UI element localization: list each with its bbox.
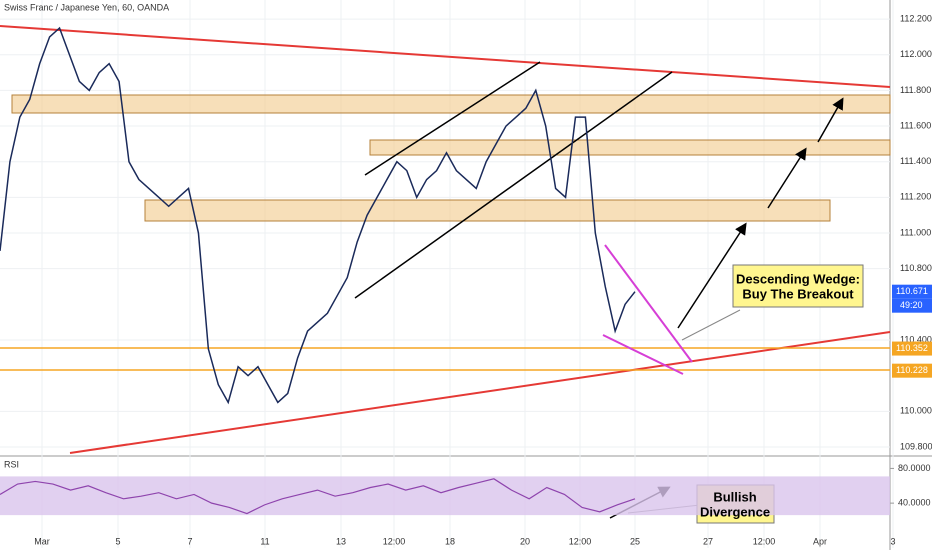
price-label-bg [892,284,932,299]
channel-line [364,61,541,176]
callout [732,264,864,308]
price-label-bg [892,363,932,378]
callout-pointer [681,309,741,341]
y-tick-label: 112.000 [900,49,932,59]
y-tick-label: 111.200 [900,192,931,202]
price-label: 110.228 [896,365,928,375]
price-label: 110.671 [896,286,928,296]
x-tick-label: 12:00 [569,536,592,546]
y-tick-label: 111.400 [900,156,931,166]
price-line [0,26,636,405]
annotation: Descending Wedge: [736,271,860,286]
channel-line [354,71,673,299]
x-tick-label: 3 [890,536,895,546]
x-tick-label: 18 [445,536,455,546]
chart-title: Swiss Franc / Japanese Yen, 60, OANDA [4,2,169,12]
y-tick-label: 111.800 [900,85,931,95]
x-tick-label: 11 [260,536,269,546]
price-label: 110.352 [896,343,928,353]
rsi-tick-label: 80.0000 [898,463,931,473]
x-tick-label: 7 [187,536,192,546]
annotation: Buy The Breakout [742,286,854,301]
x-tick-label: Apr [813,536,827,546]
price-label-bg [892,341,932,356]
y-tick-label: 111.000 [900,227,931,237]
countdown-bg [892,298,932,313]
y-tick-label: 112.200 [900,13,932,23]
countdown: 49:20 [900,300,923,310]
plot-area [0,0,890,455]
wedge-line [602,334,684,375]
x-tick-label: 5 [115,536,120,546]
wedge-line [604,244,693,363]
x-tick-label: 27 [703,536,713,546]
y-tick-label: 110.400 [900,334,932,344]
grid [0,0,894,548]
x-tick-label: 13 [336,536,346,546]
rsi-band [0,476,890,516]
rsi-line [0,478,636,515]
trendline [69,331,891,454]
x-tick-label: 12:00 [383,536,406,546]
y-tick-label: 110.800 [900,263,932,273]
x-tick-label: 12:00 [753,536,776,546]
annotation: Divergence [700,504,770,519]
x-tick-label: 25 [630,536,640,546]
y-tick-label: 111.600 [900,120,931,130]
x-tick-label: Mar [34,536,50,546]
y-tick-label: 109.800 [900,441,932,451]
rsi-label: RSI [4,459,19,469]
zone [369,139,891,156]
y-tick-label: 110.000 [900,406,932,416]
rsi-tick-label: 40.0000 [898,498,931,508]
annotation: Bullish [713,489,756,504]
x-tick-label: 20 [520,536,530,546]
trendline [0,25,891,88]
zone [11,94,891,114]
zone [144,199,831,222]
